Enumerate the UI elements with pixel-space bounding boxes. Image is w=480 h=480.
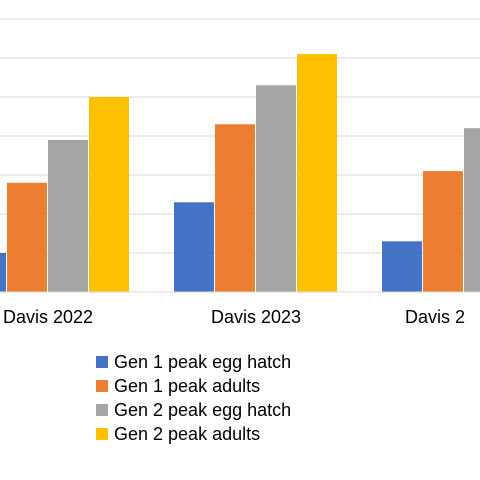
- bar: [174, 202, 214, 292]
- legend-swatch: [96, 356, 108, 368]
- legend-swatch: [96, 404, 108, 416]
- legend-swatch: [96, 428, 108, 440]
- legend-label: Gen 2 peak adults: [114, 423, 261, 444]
- legend-label: Gen 1 peak adults: [114, 375, 261, 396]
- legend-label: Gen 1 peak egg hatch: [114, 351, 292, 372]
- legend-item: Gen 2 peak egg hatch: [96, 398, 291, 422]
- bar: [215, 124, 255, 292]
- legend-item: Gen 1 peak egg hatch: [96, 350, 291, 374]
- bar: [382, 241, 422, 292]
- legend-label: Gen 2 peak egg hatch: [114, 399, 292, 420]
- bar: [7, 182, 47, 292]
- bar: [0, 253, 6, 292]
- bar: [464, 128, 480, 292]
- bars: [0, 54, 480, 292]
- x-tick-labels: Davis 2022 Davis 2023 Davis 2: [3, 307, 465, 327]
- legend-item: Gen 2 peak adults: [96, 422, 291, 446]
- bar: [89, 97, 129, 292]
- bar: [297, 54, 337, 292]
- bar: [423, 171, 463, 292]
- bar: [48, 139, 88, 292]
- x-tick-label: Davis 2023: [211, 307, 301, 327]
- legend-item: Gen 1 peak adults: [96, 374, 291, 398]
- x-tick-label: Davis 2022: [3, 307, 93, 327]
- legend: Gen 1 peak egg hatch Gen 1 peak adults Gen…: [96, 350, 291, 446]
- bar: [256, 85, 296, 292]
- legend-swatch: [96, 380, 108, 392]
- x-tick-label: Davis 2: [405, 307, 465, 327]
